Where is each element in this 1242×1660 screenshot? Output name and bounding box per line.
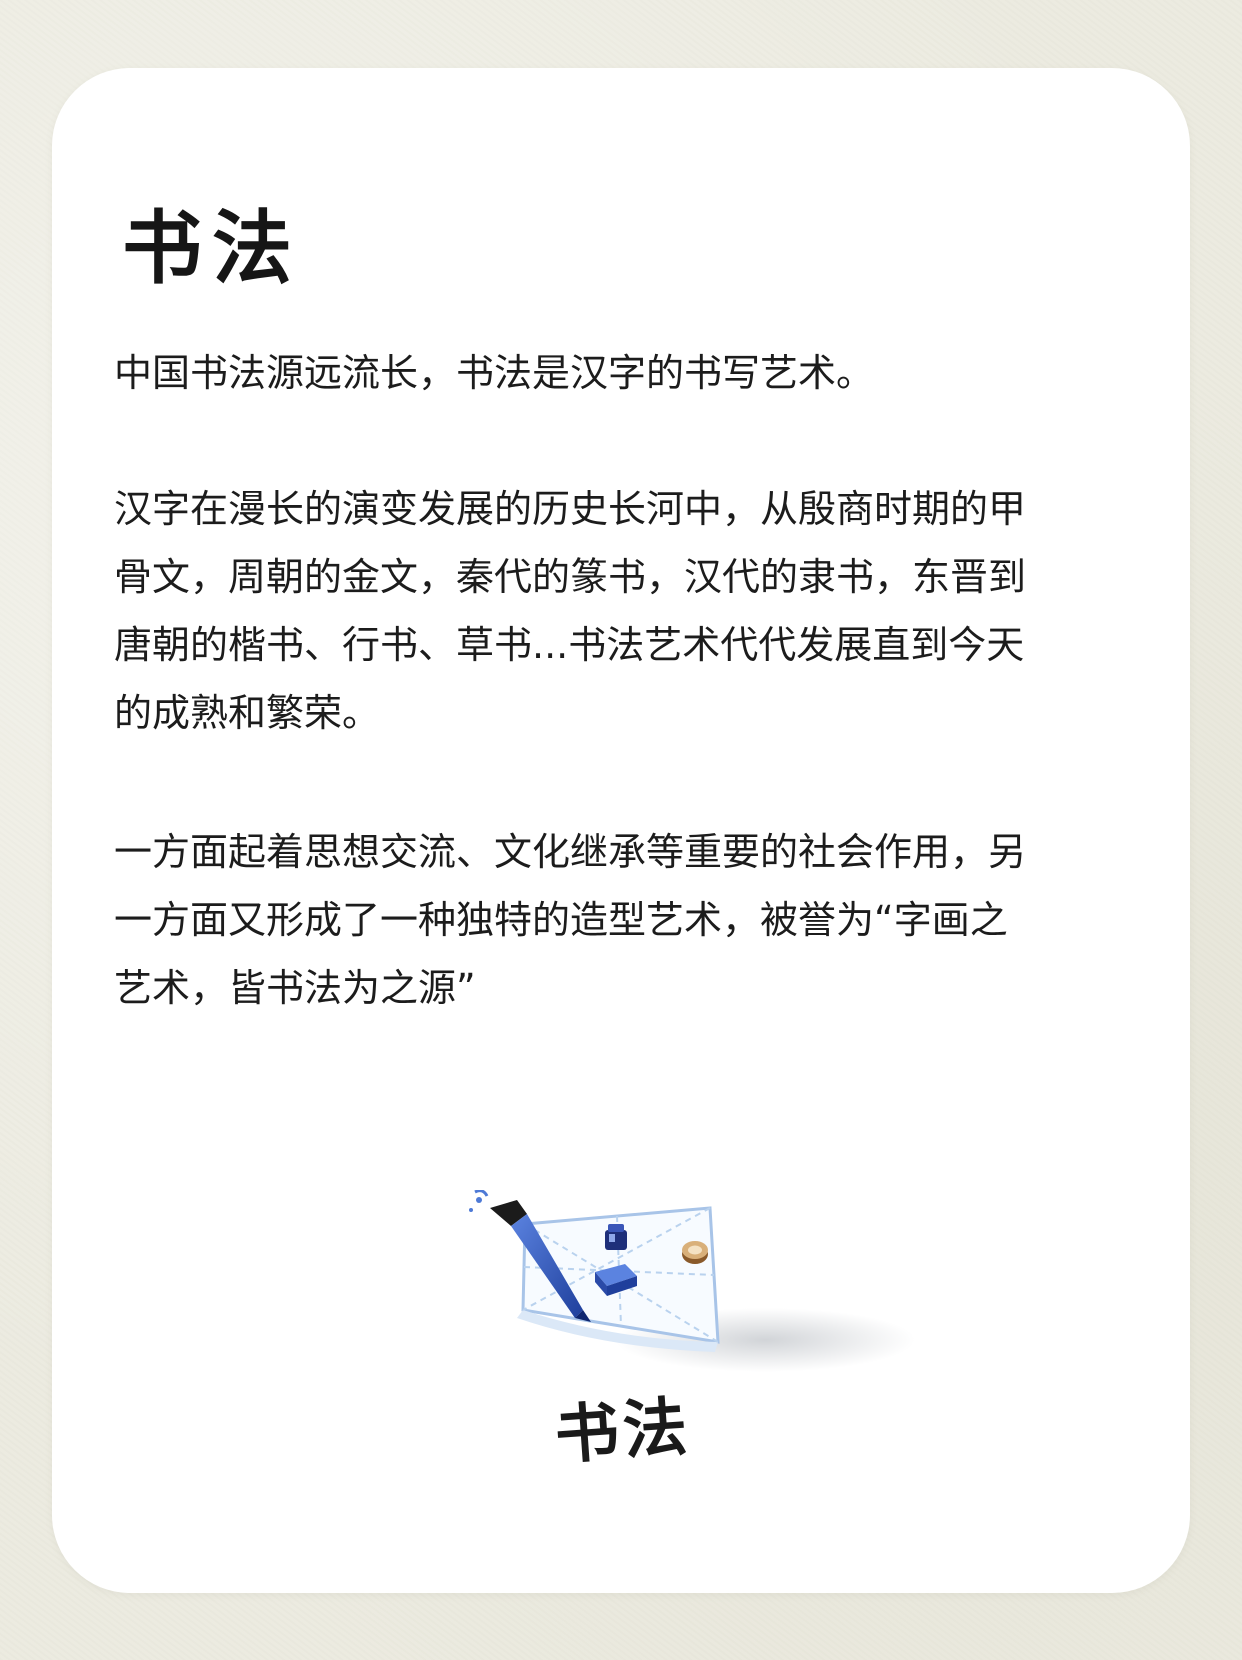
calligraphy-brush-icon bbox=[469, 1190, 591, 1322]
intro-paragraph: 中国书法源远流长，书法是汉字的书写艺术。 bbox=[114, 351, 875, 395]
seal-icon bbox=[682, 1241, 708, 1264]
significance-paragraph: 一方面起着思想交流、文化继承等重要的社会作用，另 一方面又形成了一种独特的造型艺… bbox=[114, 830, 1027, 1010]
ink-bottle-icon bbox=[605, 1224, 627, 1250]
history-paragraph: 汉字在漫长的演变发展的历史长河中，从殷商时期的甲 骨文，周朝的金文，秦代的篆书，… bbox=[114, 487, 1027, 735]
page-title: 书法 bbox=[122, 201, 302, 295]
inkstone-icon bbox=[595, 1264, 637, 1296]
illustration-caption: 书法 bbox=[552, 1389, 694, 1474]
calligraphy-illustration bbox=[469, 1190, 915, 1372]
